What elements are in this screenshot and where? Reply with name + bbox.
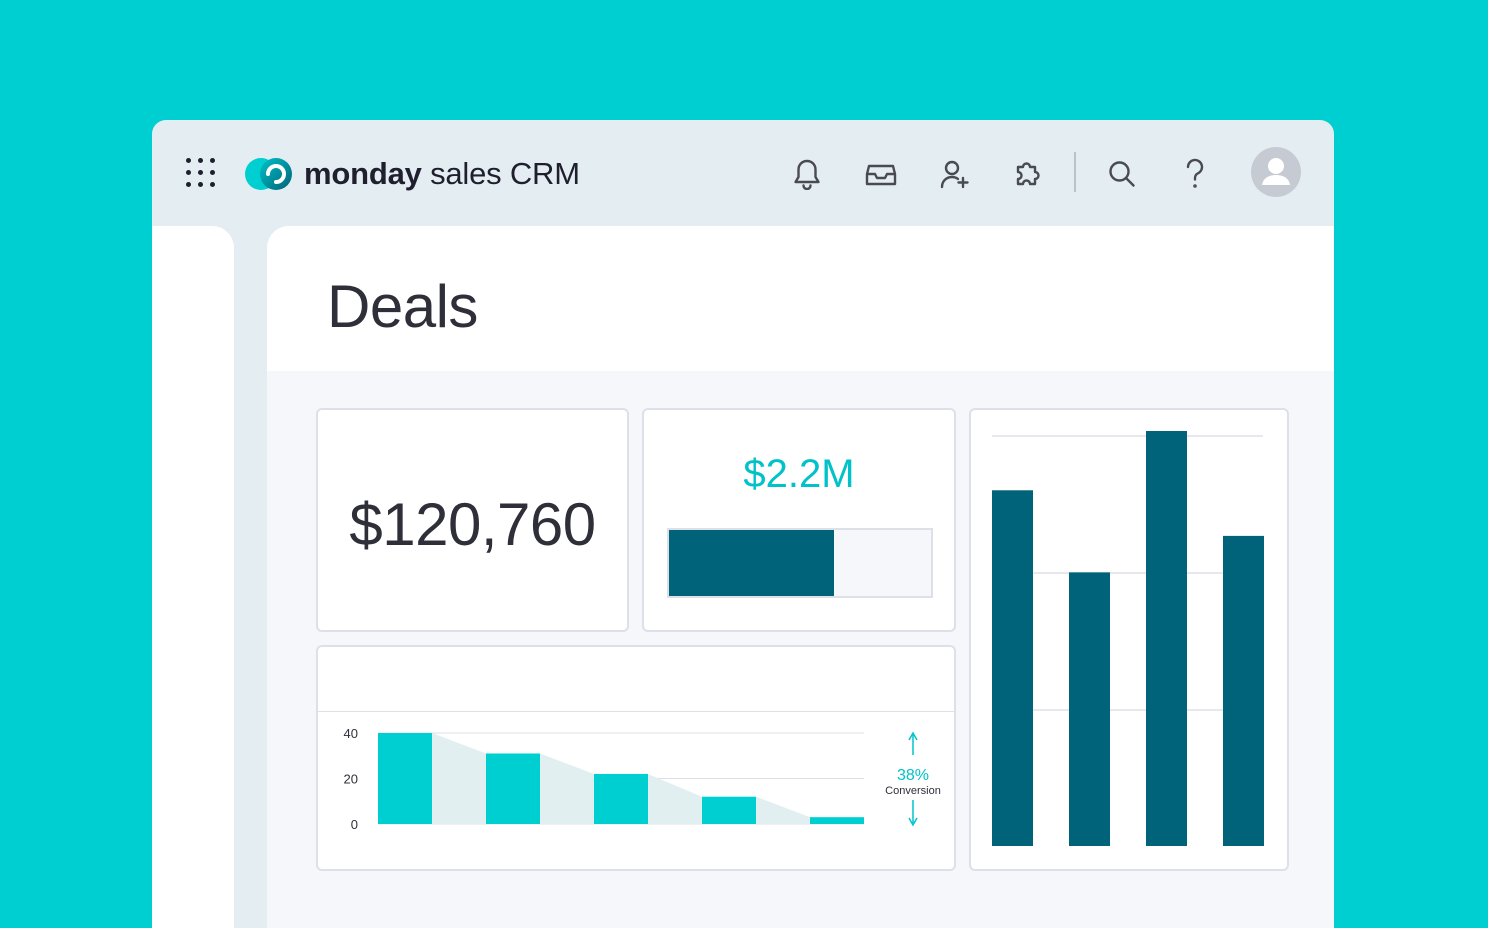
funnel-connector [540,753,594,824]
search-icon[interactable] [1102,154,1142,194]
app-window: monday sales CRM [152,120,1334,928]
funnel-connector [432,733,486,824]
progress-card[interactable]: $2.2M [642,408,956,632]
page-header: Deals [267,226,1334,371]
conversion-value: 38% [897,767,929,784]
card-header-divider [318,711,954,712]
y-tick-label: 20 [344,772,358,787]
funnel-bar [486,753,540,824]
y-tick-label: 40 [344,726,358,741]
progress-value: $2.2M [743,452,855,496]
topbar-divider [1074,152,1076,192]
conversion-arrowhead-up [908,731,918,741]
sidebar [152,226,234,928]
help-icon[interactable] [1175,154,1215,194]
top-bar: monday sales CRM [152,120,1334,226]
funnel-bar [810,817,864,824]
progress-bar-track [667,528,933,598]
funnel-bar [594,773,648,824]
avatar[interactable] [1251,147,1301,197]
monday-logo-icon [245,158,292,190]
brand-logo[interactable]: monday sales CRM [244,154,580,194]
kpi-card[interactable]: $120,760 [316,408,629,632]
funnel-bar [702,796,756,824]
funnel-chart-card[interactable]: 0 20 40 38% Conversion [316,645,956,871]
funnel-connector [756,796,810,824]
bar-chart [992,431,1264,846]
bar [1146,431,1187,846]
conversion-label: Conversion [885,785,941,797]
funnel-connector [648,773,702,824]
funnel-chart: 0 20 40 38%Conversion [344,726,941,832]
page-title: Deals [327,273,478,340]
kpi-value: $120,760 [349,491,596,558]
main-panel: Deals $120,760 $2.2M 0 20 40 38% Conversion [267,226,1334,928]
inbox-icon[interactable] [861,154,901,194]
conversion-arrowhead-down [908,817,918,827]
bell-icon[interactable] [787,154,827,194]
integrations-puzzle-icon[interactable] [1008,154,1048,194]
brand-name: monday sales CRM [304,156,580,191]
bar [992,490,1033,846]
bar [1223,535,1264,846]
bar-chart-card[interactable] [969,408,1289,871]
funnel-bar [378,733,432,824]
bar [1069,572,1110,846]
apps-grid-icon[interactable] [186,158,216,188]
progress-bar-fill [669,530,835,596]
invite-user-icon[interactable] [935,154,975,194]
y-tick-label: 0 [351,817,358,832]
